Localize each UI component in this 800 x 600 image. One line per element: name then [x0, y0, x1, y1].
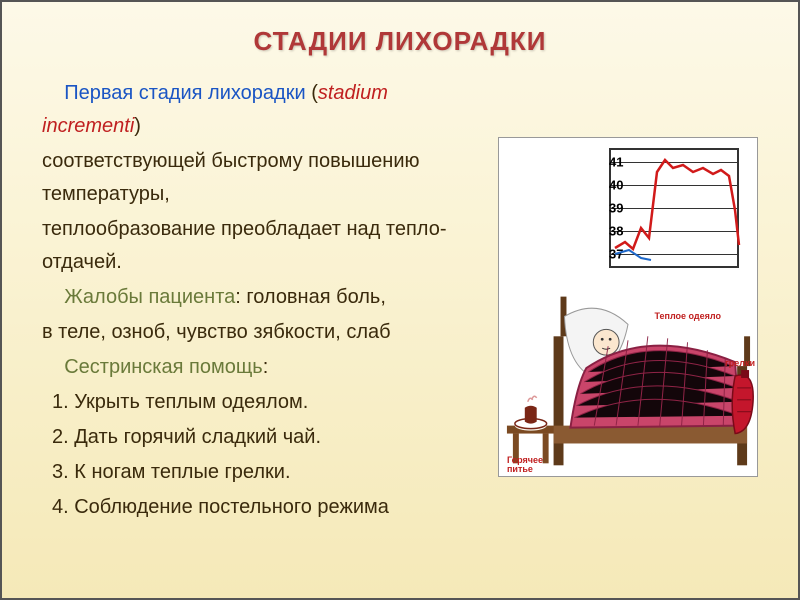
paren-close: ) — [134, 115, 141, 137]
list-item-2: 2. Дать горячий сладкий чай. — [42, 421, 488, 454]
nursing-label: Сестринская помощь — [64, 356, 262, 378]
paren-open: ( — [306, 82, 318, 104]
paragraph-3: Сестринская помощь: — [42, 351, 488, 384]
paragraph-1: Первая стадия лихорадки (stadium increme… — [42, 77, 488, 143]
callout-bottle: грелки — [725, 358, 755, 368]
callout-blanket: Теплое одеяло — [654, 311, 721, 321]
nursing-colon: : — [263, 356, 269, 378]
complaints-label: Жалобы пациента — [64, 286, 235, 308]
paragraph-2: Жалобы пациента: головная боль, — [42, 281, 488, 314]
illustration-frame: 41 40 39 38 37 — [498, 137, 758, 477]
list-item-4: 4. Соблюдение постельного режима — [42, 491, 488, 524]
list-item-1: 1. Укрыть теплым одеялом. — [42, 386, 488, 419]
temperature-chart: 41 40 39 38 37 — [609, 148, 739, 268]
text-column: Первая стадия лихорадки (stadium increme… — [42, 77, 488, 526]
illustration-column: 41 40 39 38 37 — [498, 137, 758, 526]
list-item-3: 3. К ногам теплые грелки. — [42, 456, 488, 489]
temperature-curve — [611, 150, 741, 270]
content-row: Первая стадия лихорадки (stadium increme… — [42, 77, 758, 526]
paragraph-2b: в теле, озноб, чувство зябкости, слаб — [42, 316, 488, 349]
bed-illustration: Теплое одеяло грелки Горячеепитье — [499, 276, 757, 476]
slide-title: СТАДИИ ЛИХОРАДКИ — [42, 26, 758, 57]
complaints-rest1: : головная боль, — [235, 286, 386, 308]
paragraph-1c: теплообразование преобладает над тепло-о… — [42, 213, 488, 279]
paragraph-1b: соответствующей быстрому повышению темпе… — [42, 145, 488, 211]
stage-label: Первая стадия лихорадки — [64, 82, 305, 104]
callout-cup: Горячеепитье — [507, 456, 543, 474]
slide: СТАДИИ ЛИХОРАДКИ Первая стадия лихорадки… — [0, 0, 800, 600]
